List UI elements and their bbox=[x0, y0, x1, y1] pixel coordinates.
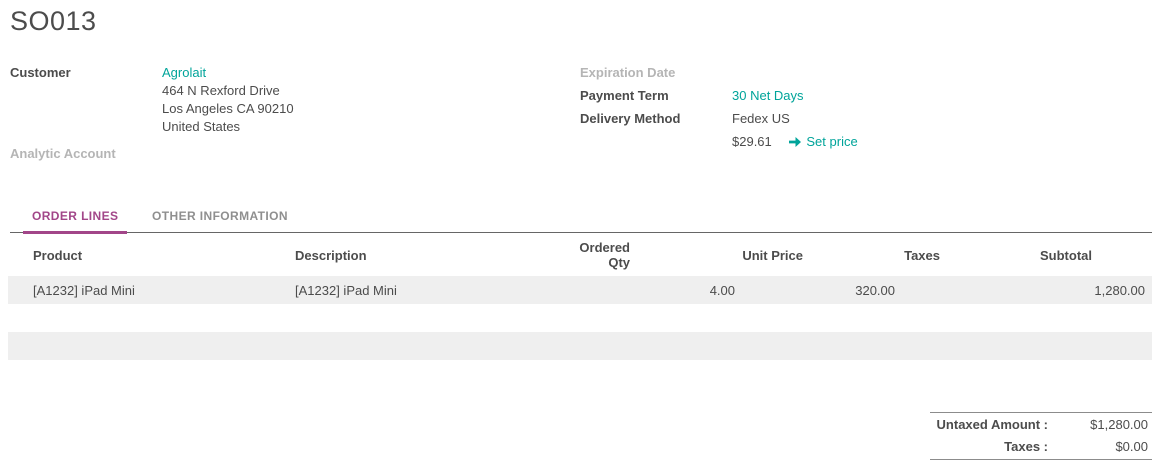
page-title: SO013 bbox=[10, 6, 97, 36]
cell-taxes bbox=[898, 276, 1040, 304]
customer-field: Customer Agrolait 464 N Rexford Drive Lo… bbox=[10, 64, 580, 136]
taxes-value: $0.00 bbox=[1115, 439, 1148, 454]
analytic-account-field: Analytic Account bbox=[10, 145, 580, 163]
delivery-price-field: $29.61 Set price bbox=[580, 133, 1152, 151]
delivery-price-amount: $29.61 bbox=[732, 134, 772, 149]
delivery-method-field: Delivery Method Fedex US bbox=[580, 110, 1152, 128]
order-lines-table: Product Description Ordered Qty Unit Pri… bbox=[8, 233, 1152, 360]
cell-subtotal: 1,280.00 bbox=[1094, 282, 1145, 298]
customer-address-line: Los Angeles CA 90210 bbox=[162, 101, 294, 116]
cell-product: [A1232] iPad Mini bbox=[33, 282, 135, 298]
untaxed-amount-value: $1,280.00 bbox=[1090, 417, 1148, 432]
taxes-row: Taxes : $0.00 bbox=[930, 435, 1152, 457]
column-header-product: Product bbox=[33, 247, 83, 263]
field-group-left: Customer Agrolait 464 N Rexford Drive Lo… bbox=[10, 64, 580, 168]
payment-term-field: Payment Term 30 Net Days bbox=[580, 87, 1152, 105]
column-header-ordered-qty: Ordered Qty bbox=[579, 240, 630, 270]
cell-description: [A1232] iPad Mini bbox=[295, 282, 397, 298]
untaxed-amount-row: Untaxed Amount : $1,280.00 bbox=[930, 413, 1152, 435]
set-price-link[interactable]: Set price bbox=[789, 134, 858, 152]
arrow-right-icon bbox=[789, 134, 802, 152]
table-header-row: Product Description Ordered Qty Unit Pri… bbox=[8, 233, 1152, 276]
cell-unit-price: 320.00 bbox=[855, 282, 895, 298]
delivery-method-value: Fedex US bbox=[732, 111, 790, 126]
set-price-label: Set price bbox=[806, 134, 858, 149]
column-header-taxes: Taxes bbox=[904, 247, 940, 263]
column-header-subtotal: Subtotal bbox=[1040, 247, 1092, 263]
field-groups: Customer Agrolait 464 N Rexford Drive Lo… bbox=[10, 64, 1152, 168]
payment-term-link[interactable]: 30 Net Days bbox=[732, 88, 804, 103]
customer-label: Customer bbox=[10, 65, 71, 80]
analytic-account-label: Analytic Account bbox=[10, 146, 116, 161]
payment-term-label: Payment Term bbox=[580, 88, 669, 103]
tab-other-information[interactable]: OTHER INFORMATION bbox=[152, 209, 288, 223]
total-row: Total : $1,280.00 bbox=[930, 460, 1152, 464]
customer-address-line: United States bbox=[162, 119, 241, 134]
expiration-date-label: Expiration Date bbox=[580, 65, 676, 80]
totals-separator bbox=[930, 459, 1152, 460]
order-line-row[interactable]: [A1232] iPad Mini [A1232] iPad Mini 4.00… bbox=[8, 276, 1152, 304]
column-header-unit-price: Unit Price bbox=[742, 247, 803, 263]
field-group-right: Expiration Date Payment Term 30 Net Days… bbox=[580, 64, 1152, 168]
customer-link[interactable]: Agrolait bbox=[162, 65, 207, 80]
expiration-date-value bbox=[732, 64, 1152, 82]
cell-ordered-qty: 4.00 bbox=[709, 282, 735, 298]
customer-value: Agrolait 464 N Rexford Drive Los Angeles… bbox=[162, 64, 580, 136]
delivery-method-label: Delivery Method bbox=[580, 111, 681, 126]
expiration-date-field: Expiration Date bbox=[580, 64, 1152, 82]
empty-row bbox=[8, 304, 1152, 332]
totals-block: Untaxed Amount : $1,280.00 Taxes : $0.00… bbox=[930, 412, 1152, 464]
analytic-account-value bbox=[162, 145, 580, 163]
customer-address-line: 464 N Rexford Drive bbox=[162, 83, 280, 98]
column-header-description: Description bbox=[295, 247, 367, 263]
empty-row bbox=[8, 332, 1152, 360]
taxes-label: Taxes : bbox=[1004, 439, 1048, 454]
untaxed-amount-label: Untaxed Amount : bbox=[936, 417, 1048, 432]
tab-order-lines[interactable]: ORDER LINES bbox=[23, 209, 128, 234]
notebook-tabs: ORDER LINES OTHER INFORMATION bbox=[10, 208, 1152, 234]
